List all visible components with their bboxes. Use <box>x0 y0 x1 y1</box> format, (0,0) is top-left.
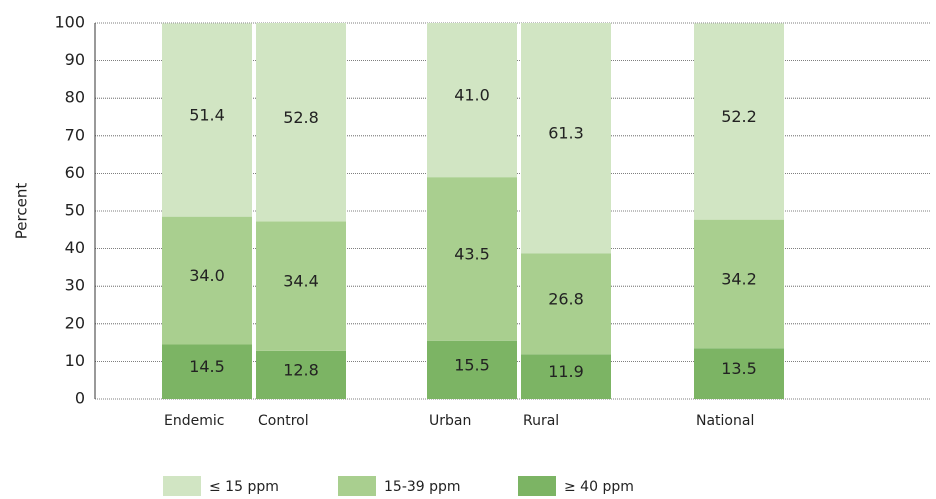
bar-segment <box>427 177 517 341</box>
data-label: 14.5 <box>189 357 225 376</box>
bar-segment <box>521 253 611 355</box>
y-tick-label: 40 <box>65 238 85 257</box>
y-tick-label: 50 <box>65 201 85 220</box>
data-label: 51.4 <box>189 106 225 125</box>
data-label: 34.4 <box>283 272 319 291</box>
y-tick-label: 30 <box>65 276 85 295</box>
x-tick-label: National <box>696 413 754 429</box>
bar-segment <box>694 348 784 399</box>
y-tick-label: 20 <box>65 313 85 332</box>
y-axis-label: Percent <box>13 183 31 240</box>
legend-swatch <box>518 476 556 496</box>
bar-segment <box>162 23 252 217</box>
bar-segment <box>521 354 611 399</box>
data-label: 11.9 <box>548 362 584 381</box>
y-tick-label: 0 <box>75 389 85 408</box>
data-label: 34.2 <box>721 269 757 288</box>
x-tick-label: Endemic <box>164 413 224 429</box>
data-label: 43.5 <box>454 244 490 263</box>
y-tick-label: 100 <box>54 13 85 32</box>
data-label: 26.8 <box>548 289 584 308</box>
y-tick-label: 10 <box>65 351 85 370</box>
y-tick-label: 90 <box>65 50 85 69</box>
bar-segment <box>256 23 346 222</box>
x-tick-label: Rural <box>523 413 559 429</box>
data-label: 41.0 <box>454 86 490 105</box>
data-label: 13.5 <box>721 359 757 378</box>
bar-segment <box>256 350 346 399</box>
legend-swatch <box>338 476 376 496</box>
x-tick-label: Control <box>258 413 309 429</box>
data-label: 12.8 <box>283 360 319 379</box>
data-label: 34.0 <box>189 266 225 285</box>
data-label: 61.3 <box>548 124 584 143</box>
bar-segment <box>427 23 517 178</box>
legend-label: 15-39 ppm <box>384 479 461 495</box>
bar-segment <box>162 216 252 345</box>
bar-segment <box>427 340 517 399</box>
bar-segment <box>256 221 346 351</box>
data-label: 52.2 <box>721 107 757 126</box>
legend-label: ≥ 40 ppm <box>564 479 634 495</box>
legend-swatch <box>163 476 201 496</box>
data-label: 15.5 <box>454 355 490 374</box>
y-tick-label: 80 <box>65 88 85 107</box>
legend-label: ≤ 15 ppm <box>209 479 279 495</box>
x-tick-label: Urban <box>429 413 471 429</box>
data-label: 52.8 <box>283 108 319 127</box>
bar-segment <box>521 23 611 254</box>
bar-segment <box>694 23 784 220</box>
y-tick-label: 60 <box>65 163 85 182</box>
y-tick-label: 70 <box>65 125 85 144</box>
bar-segment <box>694 219 784 349</box>
bar-segment <box>162 344 252 399</box>
